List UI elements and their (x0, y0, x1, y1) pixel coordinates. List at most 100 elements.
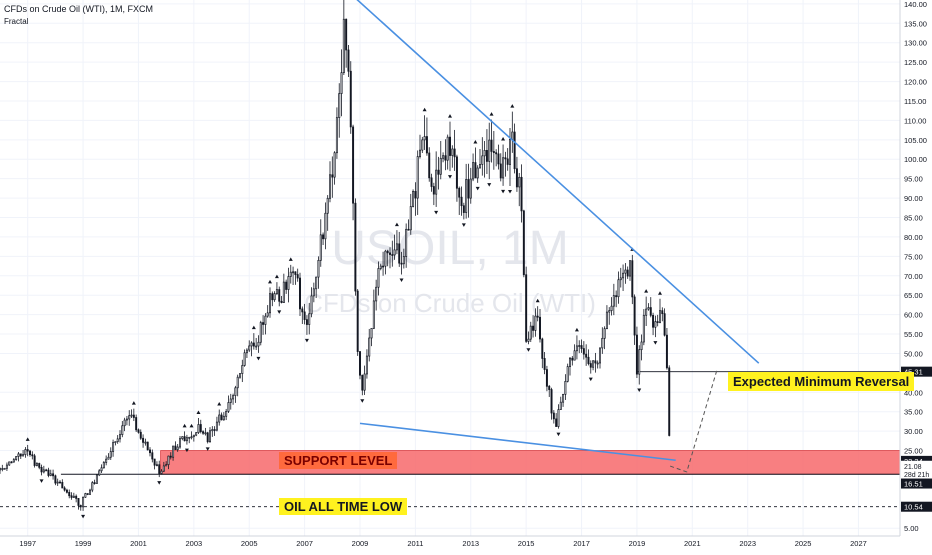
candle-body (285, 281, 288, 290)
candle-body (382, 265, 385, 268)
candle (169, 452, 172, 460)
candle-body (483, 150, 486, 157)
candle-body (349, 70, 352, 128)
candle-body (377, 268, 380, 288)
time-tick-label: 2003 (186, 539, 203, 548)
candle-body (84, 493, 87, 498)
candle-body (663, 313, 666, 336)
time-tick-label: 2015 (518, 539, 535, 548)
candle (617, 271, 620, 304)
candle-body (95, 474, 98, 484)
candle-body (405, 228, 408, 257)
price-tick-label: 35.00 (904, 408, 923, 417)
candle (153, 458, 156, 470)
candle (52, 469, 55, 480)
candle (5, 462, 8, 471)
candle-body (149, 449, 151, 454)
candle (82, 496, 85, 511)
fractal-up-marker (131, 401, 136, 405)
candle (296, 268, 299, 282)
candle (580, 339, 583, 353)
candle-body (77, 498, 80, 506)
candle (382, 251, 385, 276)
candle-body (296, 274, 299, 279)
candle (340, 49, 343, 117)
candle (485, 129, 488, 174)
candle (587, 349, 590, 366)
candle (155, 461, 158, 467)
candle-body (571, 357, 574, 361)
candle-body (40, 467, 43, 473)
price-tick-label: 65.00 (904, 291, 923, 300)
candle-body (389, 252, 391, 255)
candle-body (282, 281, 285, 303)
candle-body (506, 158, 509, 165)
candle-body (543, 358, 546, 370)
candle (481, 137, 484, 176)
candle (527, 331, 530, 345)
candle-body (569, 357, 571, 367)
candle-body (384, 250, 387, 267)
candle-body (414, 191, 417, 199)
candle-body (345, 18, 348, 51)
candle-body (437, 169, 440, 175)
price-marker-box (901, 478, 932, 489)
candle (317, 256, 320, 289)
candle (391, 240, 394, 267)
candle-body (370, 327, 373, 339)
candle (483, 140, 486, 178)
candle (289, 264, 292, 284)
candle (359, 351, 361, 380)
candle (322, 232, 325, 246)
candle-body (114, 441, 117, 443)
candle (185, 434, 188, 445)
fractal-down-marker (434, 210, 439, 215)
candle-body (555, 418, 558, 427)
candle-body (245, 349, 248, 354)
candle (294, 271, 297, 285)
candle-body (190, 436, 193, 439)
candle (412, 189, 415, 208)
candle-body (612, 295, 615, 307)
candle-body (393, 249, 396, 256)
candle (47, 467, 50, 478)
candle (603, 326, 606, 350)
candle-body (234, 387, 237, 396)
candle (61, 479, 64, 489)
candle (661, 307, 664, 322)
time-axis[interactable]: 1997 1999 2001 2003 2005 2007 2009 2011 2013 2015… (0, 535, 900, 548)
candle (506, 148, 509, 171)
price-axis[interactable]: 140.00 135.00 130.00 125.00 120.00 115.00 110.… (899, 0, 932, 536)
candle-body (262, 322, 265, 325)
candle-body (575, 345, 578, 352)
candle-body (255, 345, 258, 348)
candle (190, 431, 193, 440)
candle (91, 481, 94, 493)
candle-body (26, 449, 29, 452)
fractal-up-marker (25, 437, 30, 441)
candle (654, 315, 657, 338)
candle-body (167, 455, 170, 465)
candle (423, 115, 426, 150)
candle-body (638, 349, 641, 375)
candle-body (206, 432, 209, 443)
candle (608, 307, 611, 325)
candle-body (24, 449, 27, 455)
projection-path (669, 368, 718, 473)
candle (335, 107, 338, 159)
candle-body (35, 463, 38, 466)
candle (308, 302, 311, 335)
candle-body (539, 316, 541, 340)
candle-body (294, 271, 297, 275)
fractal-down-marker (360, 399, 365, 403)
candle-body (665, 334, 668, 369)
candle (45, 468, 48, 472)
candle (444, 139, 447, 171)
candle-body (474, 162, 477, 179)
candle (255, 337, 258, 351)
candle (275, 282, 278, 295)
candle-body (215, 421, 218, 431)
candle (42, 465, 45, 474)
candle (479, 148, 481, 169)
